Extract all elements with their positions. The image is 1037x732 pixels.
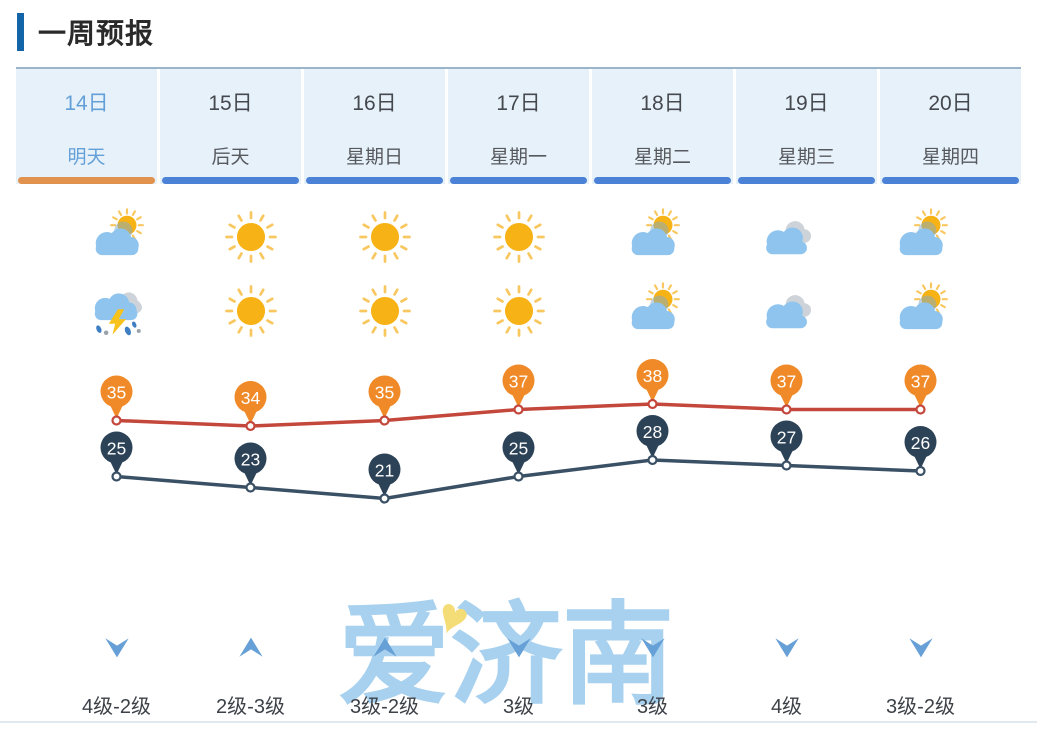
tab-weekday: 星期四 <box>921 147 979 168</box>
tab-date: 15日 <box>208 92 253 115</box>
tab-weekday: 星期一 <box>489 147 547 168</box>
tab-day-14[interactable]: 14日 明天 <box>16 69 160 184</box>
wind-arrow-down-icon <box>102 634 132 661</box>
tab-day-18[interactable]: 18日 星期二 <box>592 69 736 184</box>
tab-underline <box>594 177 731 184</box>
header: 一周预报 <box>17 12 154 52</box>
tab-day-16[interactable]: 16日 星期日 <box>304 69 448 184</box>
svg-text:25: 25 <box>107 439 126 459</box>
svg-text:25: 25 <box>509 439 528 459</box>
page-title: 一周预报 <box>38 18 155 49</box>
tab-weekday: 星期二 <box>633 147 691 168</box>
svg-text:23: 23 <box>241 450 260 470</box>
tab-underline <box>450 177 587 184</box>
tab-day-20[interactable]: 20日 星期四 <box>880 69 1021 184</box>
watermark-text: 爱济南 <box>338 593 674 718</box>
tab-weekday: 星期三 <box>777 147 835 168</box>
cloudy-icon <box>758 208 816 266</box>
svg-text:34: 34 <box>241 388 261 408</box>
thunderstorm-icon <box>88 282 146 340</box>
wind-arrow-down-icon <box>906 634 936 661</box>
svg-text:37: 37 <box>911 372 930 392</box>
temperature-chart: 35 34 35 37 38 37 37 25 23 21 25 28 27 26 <box>100 359 937 504</box>
tab-underline <box>162 177 299 184</box>
bottom-divider <box>0 721 1037 723</box>
svg-text:28: 28 <box>643 422 662 442</box>
tab-weekday: 后天 <box>211 147 250 168</box>
watermark: 爱济南 ♥ <box>338 585 674 712</box>
svg-text:37: 37 <box>777 372 796 392</box>
cloudy-icon <box>758 282 816 340</box>
tab-date: 19日 <box>784 92 829 115</box>
tab-day-15[interactable]: 15日 后天 <box>160 69 304 184</box>
svg-text:38: 38 <box>643 366 662 386</box>
wind-arrow-down-icon <box>772 634 802 661</box>
day-tabs: 14日 明天 15日 后天 16日 星期日 17日 星期一 18日 星期二 19… <box>16 67 1021 184</box>
svg-text:35: 35 <box>107 383 126 403</box>
wind-level: 4级-2级 <box>82 696 151 718</box>
sunny-icon <box>490 208 548 266</box>
sunny-icon <box>222 282 280 340</box>
tab-date: 14日 <box>64 92 109 115</box>
tab-underline <box>306 177 443 184</box>
accent-bar <box>17 13 24 51</box>
sunny-icon <box>356 208 414 266</box>
svg-text:37: 37 <box>509 372 528 392</box>
sunny-icon <box>356 282 414 340</box>
tab-date: 20日 <box>928 92 973 115</box>
sun-behind-cloud-icon <box>892 208 950 266</box>
wind-level: 2级-3级 <box>216 696 285 718</box>
wind-arrow-up-icon <box>236 634 266 661</box>
wind-level: 4级 <box>770 696 803 718</box>
svg-text:21: 21 <box>375 461 394 481</box>
tab-underline <box>18 177 155 184</box>
sunny-icon <box>490 282 548 340</box>
tab-underline <box>738 177 875 184</box>
sun-behind-cloud-icon <box>624 282 682 340</box>
tab-date: 18日 <box>640 92 685 115</box>
sun-behind-cloud-icon <box>624 208 682 266</box>
svg-text:27: 27 <box>777 428 796 448</box>
tab-weekday: 星期日 <box>345 147 403 168</box>
sun-behind-cloud-icon <box>88 208 146 266</box>
svg-text:26: 26 <box>911 433 930 453</box>
tab-weekday: 明天 <box>67 147 106 168</box>
tab-underline <box>882 177 1019 184</box>
tab-day-17[interactable]: 17日 星期一 <box>448 69 592 184</box>
tab-date: 16日 <box>352 92 397 115</box>
tab-date: 17日 <box>496 92 541 115</box>
sun-behind-cloud-icon <box>892 282 950 340</box>
wind-level: 3级-2级 <box>886 696 955 718</box>
tab-day-19[interactable]: 19日 星期三 <box>736 69 880 184</box>
svg-text:35: 35 <box>375 383 394 403</box>
sunny-icon <box>222 208 280 266</box>
